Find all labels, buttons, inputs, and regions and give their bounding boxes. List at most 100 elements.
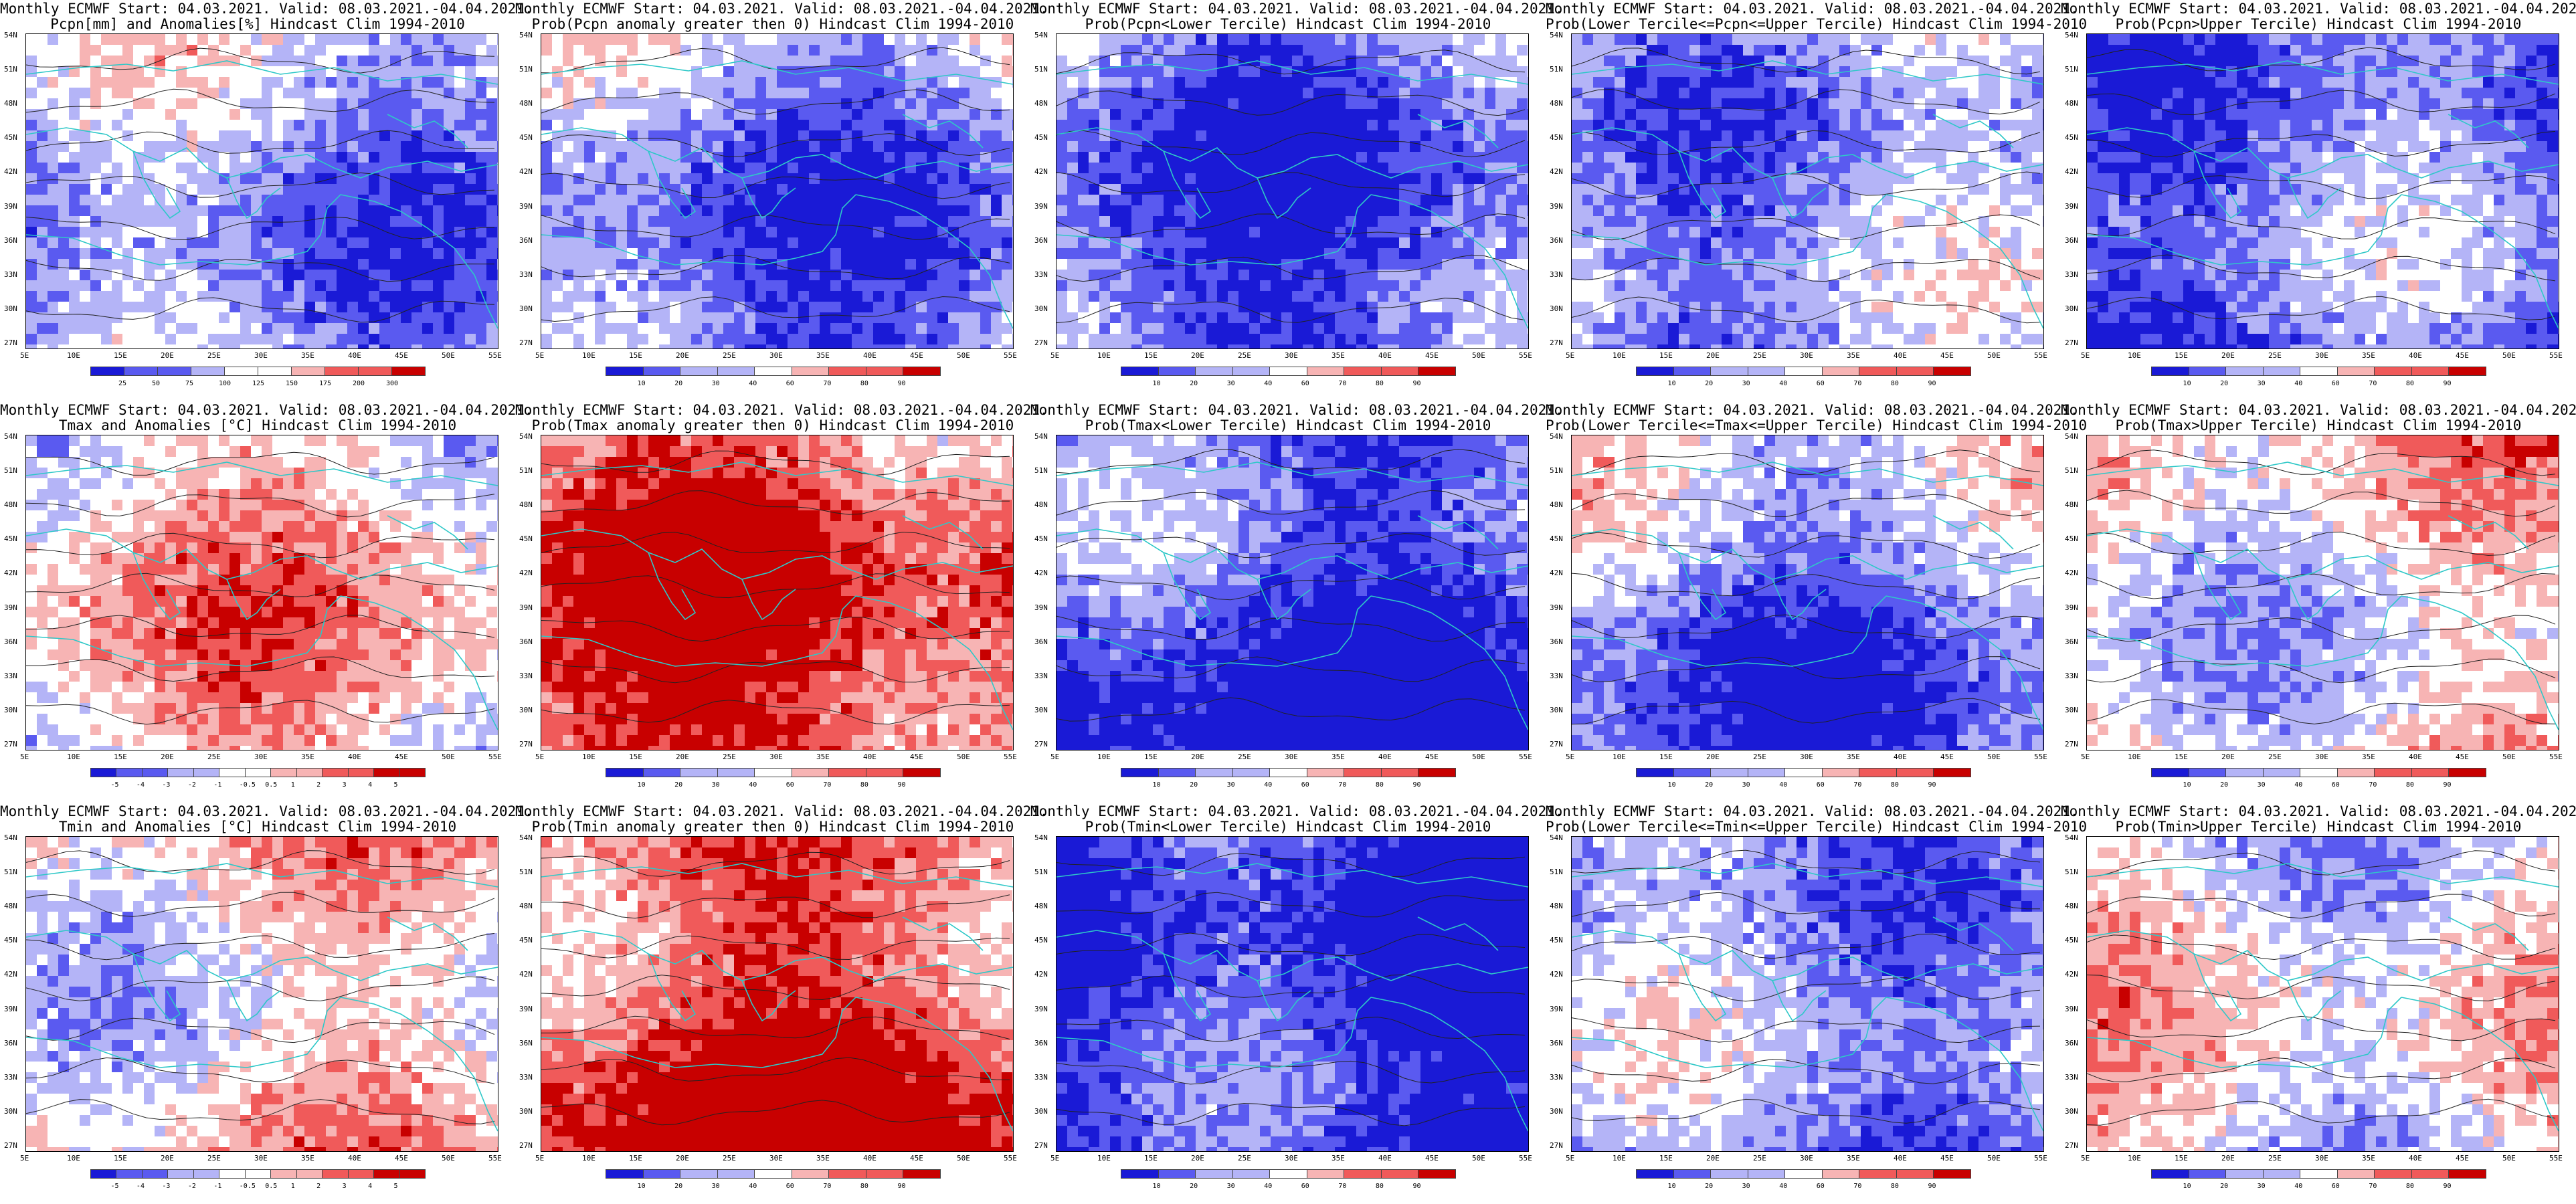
latitude-label: 48N <box>1550 902 1563 910</box>
coastline <box>340 595 498 730</box>
colorbar-tick-label: -1 <box>213 1183 221 1190</box>
colorbar-tick-label: 2 <box>316 781 320 789</box>
panel-title-line2: Prob(Pcpn<Lower Tercile) Hindcast Clim 1… <box>1030 17 1546 32</box>
longitude-label: 45E <box>1940 351 1954 360</box>
colorbar-cell <box>903 367 941 376</box>
latitude-label: 36N <box>519 1039 533 1047</box>
panel-title: Monthly ECMWF Start: 04.03.2021. Valid: … <box>1546 1 2087 32</box>
longitude-label: 45E <box>395 351 408 360</box>
latitude-label: 33N <box>2065 1073 2078 1082</box>
longitude-label: 30E <box>254 1154 268 1163</box>
longitude-label: 50E <box>2502 1154 2516 1163</box>
latitude-label: 33N <box>1034 1073 1048 1082</box>
colorbar-cell <box>1158 768 1196 777</box>
colorbar-tick-label: 10 <box>638 1183 646 1190</box>
colorbar-cell <box>903 768 941 777</box>
colorbar-tick-label: 30 <box>712 781 720 789</box>
longitude-label: 55E <box>488 1154 502 1163</box>
colorbar-cell <box>219 768 246 777</box>
colorbar-cell <box>2262 768 2301 777</box>
longitude-label: 40E <box>2409 351 2422 360</box>
latitude-label: 36N <box>1550 637 1563 646</box>
colorbar-tick-label: 40 <box>749 781 757 789</box>
latitude-label: 36N <box>4 637 17 646</box>
colorbar-cell <box>1121 768 1159 777</box>
latitude-label: 54N <box>2065 432 2078 441</box>
longitude-label: 30E <box>1800 351 1813 360</box>
contour-line <box>541 851 1010 877</box>
forecast-map <box>1056 33 1529 349</box>
colorbar: 10 20 30 40 60 70 80 90 <box>2151 768 2486 789</box>
panel-title-line1: Monthly ECMWF Start: 04.03.2021. Valid: … <box>0 804 533 819</box>
longitude-label: 30E <box>769 752 783 761</box>
longitude-label: 45E <box>2456 1154 2469 1163</box>
latitude-label: 48N <box>4 902 17 910</box>
colorbar-tick-label: 20 <box>2220 380 2228 387</box>
contour-line <box>2087 1015 2556 1041</box>
colorbar-cell <box>1710 367 1748 376</box>
longitude-label: 25E <box>207 1154 221 1163</box>
colorbar-tick-label: -2 <box>188 1183 196 1190</box>
longitude-label: 40E <box>348 351 361 360</box>
longitude-label: 10E <box>2128 752 2141 761</box>
colorbar-tick-label: 70 <box>1338 380 1346 387</box>
coastline <box>1056 60 1528 85</box>
coastline <box>741 177 796 219</box>
colorbar-tick-label: 30 <box>712 1183 720 1190</box>
colorbar: 25 50 75 100 125 150 175 200 300 <box>90 367 426 387</box>
colorbar: 10 20 30 40 60 70 80 90 <box>1636 768 1971 789</box>
colorbar-cell <box>1418 1169 1456 1179</box>
latitude-label: 54N <box>1034 432 1048 441</box>
longitude-label: 45E <box>395 1154 408 1163</box>
longitude-label: 10E <box>67 351 80 360</box>
longitude-label: 35E <box>2362 752 2375 761</box>
longitude-label: 10E <box>1097 1154 1111 1163</box>
colorbar-tick-label: 0.5 <box>265 781 277 789</box>
colorbar-tick-label: 80 <box>860 380 868 387</box>
longitude-label: 35E <box>301 351 314 360</box>
coastline <box>648 150 697 219</box>
longitude-label: 5E <box>1566 752 1574 761</box>
latitude-label: 54N <box>4 31 17 39</box>
colorbar-cell <box>2448 1169 2486 1179</box>
colorbar-tick-label: 175 <box>319 380 331 387</box>
longitude-label: 50E <box>442 752 455 761</box>
contour-line <box>2087 490 2556 517</box>
latitude-label: 39N <box>4 1005 17 1013</box>
latitude-label: 48N <box>2065 902 2078 910</box>
longitude-label: 40E <box>1378 1154 1392 1163</box>
colorbar-cell <box>2448 367 2486 376</box>
colorbar-cell <box>2411 367 2450 376</box>
colorbar-tick-label: 70 <box>1338 1183 1346 1190</box>
colorbar-cell <box>1195 768 1233 777</box>
latitude-label: 42N <box>1034 167 1048 176</box>
longitude-label: 15E <box>1659 351 1673 360</box>
longitude-label: 50E <box>2502 752 2516 761</box>
longitude-label: 45E <box>1425 752 1439 761</box>
colorbar-cell <box>1896 1169 1934 1179</box>
coastline <box>541 997 856 1068</box>
colorbar-tick-label: -3 <box>162 781 170 789</box>
longitude-label: 40E <box>348 752 361 761</box>
colorbar-cell <box>1784 768 1823 777</box>
colorbar-cell <box>2262 1169 2301 1179</box>
colorbar-tick-label: 30 <box>712 380 720 387</box>
coastline <box>648 953 697 1022</box>
latitude-label: 36N <box>1034 637 1048 646</box>
longitude-label: 15E <box>1659 1154 1673 1163</box>
colorbar-tick-label: 80 <box>860 1183 868 1190</box>
panel-title-line1: Monthly ECMWF Start: 04.03.2021. Valid: … <box>515 403 1048 418</box>
latitude-label: 39N <box>1550 1005 1563 1013</box>
coastline <box>1056 462 1528 486</box>
latitude-label: 30N <box>519 706 533 714</box>
latitude-label: 54N <box>519 31 533 39</box>
colorbar-tick-label: 90 <box>1412 781 1420 789</box>
longitude-label: 15E <box>2175 351 2188 360</box>
coastline <box>1056 194 1372 266</box>
colorbar-tick-label: 40 <box>1264 380 1272 387</box>
colorbar-cell <box>2300 367 2338 376</box>
coastline <box>26 127 498 179</box>
colorbar-cell <box>754 1169 792 1179</box>
contour-line <box>1572 933 2041 959</box>
contour-line <box>2087 175 2556 199</box>
